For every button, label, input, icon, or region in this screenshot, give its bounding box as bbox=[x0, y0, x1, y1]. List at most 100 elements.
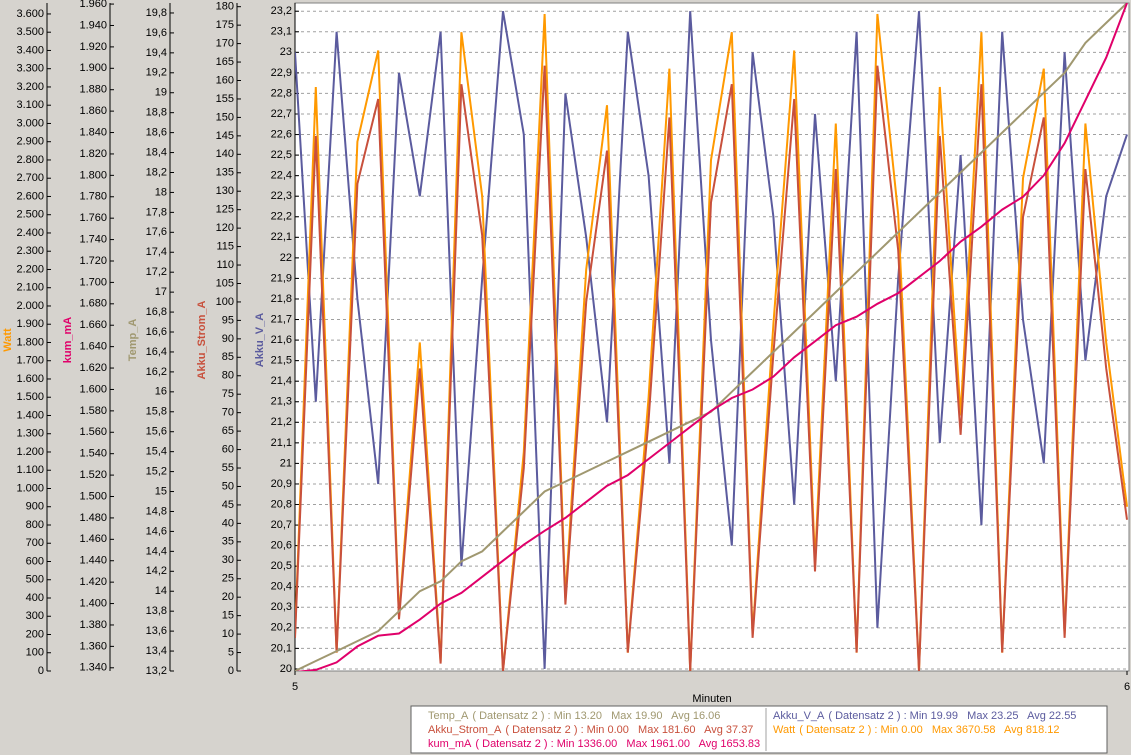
y-tick-label: 18,4 bbox=[146, 146, 167, 158]
y-tick-label: 13,8 bbox=[146, 605, 167, 617]
y-tick-label: 22,1 bbox=[271, 231, 292, 243]
y-tick-label: 15,4 bbox=[146, 446, 167, 458]
y-tick-label: 1.900 bbox=[79, 62, 107, 74]
y-tick-label: 2.000 bbox=[16, 300, 44, 312]
y-tick-label: 1.860 bbox=[79, 105, 107, 117]
y-tick-label: 1.000 bbox=[16, 482, 44, 494]
y-tick-label: 100 bbox=[26, 647, 44, 659]
y-tick-label: 75 bbox=[222, 388, 234, 400]
y-tick-label: 1.420 bbox=[79, 576, 107, 588]
y-tick-label: 165 bbox=[216, 56, 234, 68]
y-tick-label: 21,2 bbox=[271, 416, 292, 428]
y-tick-label: 1.620 bbox=[79, 362, 107, 374]
y-tick-label: 1.200 bbox=[16, 446, 44, 458]
y-tick-label: 1.600 bbox=[16, 373, 44, 385]
y-tick-label: 45 bbox=[222, 499, 234, 511]
legend-stats: ( Datensatz 2 ) : Min 0.00 Max 3670.58 A… bbox=[799, 724, 1059, 736]
y-tick-label: 35 bbox=[222, 536, 234, 548]
y-tick-label: 2.500 bbox=[16, 209, 44, 221]
y-tick-label: 700 bbox=[26, 537, 44, 549]
y-tick-label: 22 bbox=[280, 252, 292, 264]
y-tick-label: 1.680 bbox=[79, 298, 107, 310]
legend-entry: Watt ( Datensatz 2 ) : Min 0.00 Max 3670.… bbox=[773, 724, 1060, 736]
y-tick-label: 21 bbox=[280, 457, 292, 469]
y-tick-label: 3.500 bbox=[16, 26, 44, 38]
legend-entry: Temp_A( Datensatz 2 ) : Min 13.20 Max 19… bbox=[428, 710, 720, 722]
y-tick-label: 110 bbox=[216, 259, 234, 271]
y-tick-label: 22,5 bbox=[271, 149, 292, 161]
y-tick-label: 1.100 bbox=[16, 464, 44, 476]
legend-box bbox=[410, 705, 1108, 754]
y-tick-label: 2.600 bbox=[16, 190, 44, 202]
y-tick-label: 14,4 bbox=[146, 545, 167, 557]
y-tick-label: 1.560 bbox=[79, 426, 107, 438]
y-tick-label: 1.500 bbox=[16, 391, 44, 403]
y-tick-label: 150 bbox=[216, 111, 234, 123]
data-line bbox=[295, 11, 1128, 669]
y-tick-label: 17,6 bbox=[146, 226, 167, 238]
y-tick-label: 20,3 bbox=[271, 601, 292, 613]
data-line bbox=[295, 65, 1128, 671]
legend: Watt ( Datensatz 2 ) : Min 0.00 Max 3670.… bbox=[410, 705, 1108, 754]
y-tick-label: 200 bbox=[26, 628, 44, 640]
y-tick-label: 0 bbox=[38, 665, 44, 677]
y-tick-label: 1.720 bbox=[79, 255, 107, 267]
y-tick-label: 22,8 bbox=[271, 87, 292, 99]
y-tick-label: 1.780 bbox=[79, 191, 107, 203]
y-tick-label: 18,8 bbox=[146, 107, 167, 119]
y-tick-label: 22,4 bbox=[271, 170, 292, 182]
y-axis-title: Temp_A bbox=[127, 319, 139, 362]
y-tick-label: 2.100 bbox=[16, 282, 44, 294]
y-tick-label: 1.400 bbox=[79, 597, 107, 609]
y-tick-label: 20,7 bbox=[271, 519, 292, 531]
y-tick-label: 175 bbox=[216, 19, 234, 31]
y-tick-label: 90 bbox=[222, 333, 234, 345]
y-tick-label: 1.840 bbox=[79, 126, 107, 138]
y-tick-label: 1.520 bbox=[79, 469, 107, 481]
y-tick-label: 1.960 bbox=[79, 0, 107, 10]
y-tick-label: 18,6 bbox=[146, 127, 167, 139]
y-tick-label: 140 bbox=[216, 148, 234, 160]
y-tick-label: 22,7 bbox=[271, 108, 292, 120]
y-tick-label: 13,2 bbox=[146, 665, 167, 677]
y-tick-label: 1.700 bbox=[79, 276, 107, 288]
y-tick-label: 130 bbox=[216, 185, 234, 197]
y-tick-label: 22,6 bbox=[271, 128, 292, 140]
y-tick-label: 20,2 bbox=[271, 622, 292, 634]
y-axis-title: Akku_Strom_A bbox=[196, 301, 208, 380]
y-tick-label: 2.800 bbox=[16, 154, 44, 166]
y-tick-label: 800 bbox=[26, 519, 44, 531]
x-tick-label: 6 bbox=[1124, 681, 1130, 693]
y-tick-label: 2.700 bbox=[16, 172, 44, 184]
y-tick-label: 1.700 bbox=[16, 355, 44, 367]
y-tick-label: 1.820 bbox=[79, 148, 107, 160]
y-tick-label: 1.880 bbox=[79, 84, 107, 96]
y-tick-label: 22,9 bbox=[271, 67, 292, 79]
data-line bbox=[295, 3, 1128, 671]
y-tick-label: 1.940 bbox=[79, 19, 107, 31]
y-tick-label: 1.640 bbox=[79, 341, 107, 353]
y-tick-label: 22,3 bbox=[271, 190, 292, 202]
y-tick-label: 20,1 bbox=[271, 642, 292, 654]
y-tick-label: 17,2 bbox=[146, 266, 167, 278]
y-tick-label: 3.600 bbox=[16, 8, 44, 20]
y-tick-label: 21,3 bbox=[271, 396, 292, 408]
y-tick-label: 155 bbox=[216, 93, 234, 105]
y-tick-label: 16 bbox=[155, 386, 167, 398]
y-tick-label: 21,5 bbox=[271, 355, 292, 367]
y-tick-label: 14 bbox=[155, 585, 167, 597]
y-axis-title: Watt bbox=[2, 328, 14, 352]
legend-stats: ( Datensatz 2 ) : Min 13.20 Max 19.90 Av… bbox=[472, 710, 720, 722]
y-tick-label: 160 bbox=[216, 74, 234, 86]
y-tick-label: 1.740 bbox=[79, 233, 107, 245]
y-tick-label: 3.200 bbox=[16, 81, 44, 93]
y-axis-title: kum_mA bbox=[62, 317, 74, 364]
y-tick-label: 21,6 bbox=[271, 334, 292, 346]
y-tick-label: 17 bbox=[155, 286, 167, 298]
y-tick-label: 16,4 bbox=[146, 346, 167, 358]
y-tick-label: 20,9 bbox=[271, 478, 292, 490]
y-tick-label: 15 bbox=[155, 485, 167, 497]
y-tick-label: 1.360 bbox=[79, 640, 107, 652]
y-tick-label: 1.480 bbox=[79, 512, 107, 524]
